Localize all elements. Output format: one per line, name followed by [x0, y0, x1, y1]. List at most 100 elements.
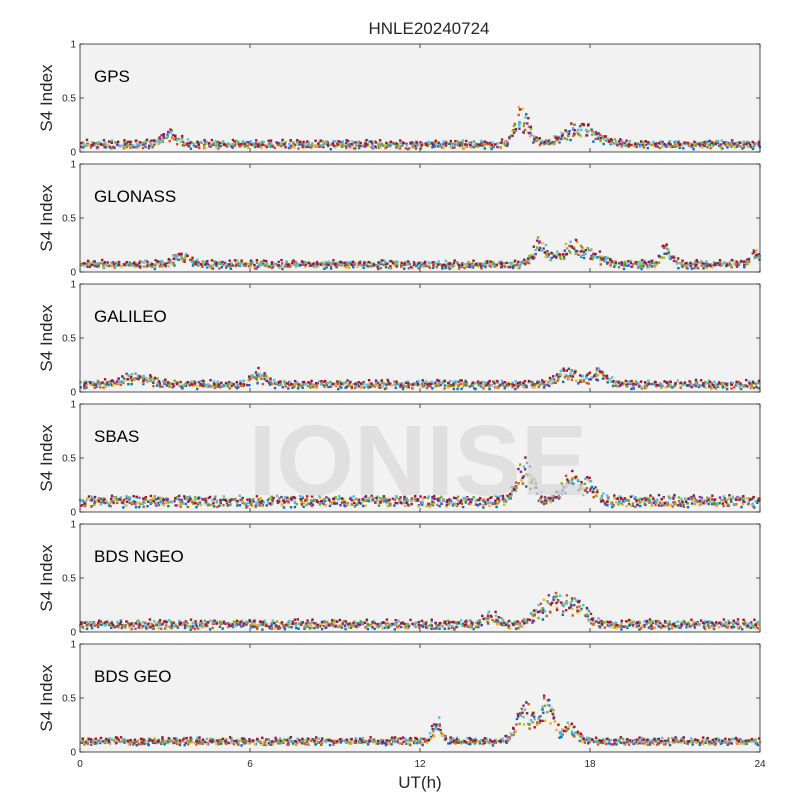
data-point [152, 381, 155, 384]
data-point [591, 129, 594, 133]
data-point [242, 624, 245, 627]
data-point [569, 605, 572, 609]
data-point [486, 620, 489, 624]
data-point [565, 482, 569, 485]
data-point [551, 377, 554, 381]
data-point [322, 145, 325, 149]
data-point [268, 383, 272, 386]
data-point [351, 383, 354, 386]
data-point [379, 142, 382, 145]
data-point [542, 608, 545, 611]
data-point [484, 384, 488, 387]
data-point [271, 145, 275, 148]
data-point [499, 146, 502, 149]
data-point [630, 504, 633, 508]
data-point [194, 623, 198, 626]
data-point [345, 260, 348, 264]
data-point [309, 386, 312, 389]
data-point [90, 263, 94, 267]
data-point [349, 626, 353, 629]
data-point [284, 145, 287, 149]
data-point [224, 499, 228, 502]
data-point [95, 500, 98, 503]
data-point [239, 382, 242, 385]
data-point [471, 266, 475, 269]
data-point [313, 626, 316, 630]
data-point [270, 624, 273, 628]
data-point [405, 501, 408, 504]
data-point [186, 254, 189, 257]
data-point [756, 255, 759, 259]
data-point [473, 144, 476, 147]
data-point [212, 263, 216, 266]
data-point [599, 139, 602, 143]
data-point [642, 143, 646, 146]
data-point [215, 501, 218, 504]
data-point [597, 132, 600, 135]
data-point [446, 499, 449, 502]
data-point [711, 502, 714, 506]
data-point [421, 625, 425, 628]
data-point [138, 265, 141, 268]
data-point [285, 263, 288, 266]
data-point [567, 132, 571, 135]
data-point [631, 621, 635, 625]
data-point [537, 380, 540, 383]
data-point [343, 624, 347, 627]
data-point [395, 265, 398, 268]
data-point [138, 263, 141, 266]
data-point [663, 502, 667, 505]
data-point [496, 502, 499, 505]
data-point [355, 384, 358, 387]
data-point [562, 369, 566, 372]
data-point [394, 383, 397, 386]
data-point [452, 387, 455, 391]
data-point [639, 264, 643, 268]
data-point [220, 384, 224, 387]
data-point [568, 130, 571, 133]
data-point [401, 382, 404, 385]
data-point [239, 144, 242, 148]
data-point [737, 496, 740, 500]
data-point [465, 497, 469, 500]
data-point [708, 380, 712, 384]
data-point [555, 601, 558, 605]
data-point [739, 387, 743, 391]
data-point [257, 498, 260, 501]
data-point [161, 385, 164, 388]
data-point [645, 500, 648, 503]
data-point [110, 626, 113, 630]
data-point [371, 499, 374, 503]
y-tick-label: 0 [70, 268, 76, 279]
data-point [104, 146, 108, 149]
data-point [310, 626, 314, 629]
data-point [236, 259, 239, 262]
data-point [346, 503, 349, 507]
data-point [320, 380, 323, 383]
data-point [368, 383, 372, 386]
data-point [491, 618, 494, 622]
data-point [723, 141, 726, 144]
data-point [165, 382, 169, 385]
data-point [590, 254, 593, 257]
data-point [713, 498, 717, 501]
data-point [501, 498, 505, 501]
data-point [381, 381, 384, 385]
data-point [403, 501, 406, 504]
data-point [440, 495, 443, 498]
data-point [716, 383, 719, 386]
data-point [194, 145, 198, 148]
data-point [102, 264, 105, 267]
data-point [591, 619, 595, 622]
data-point [319, 263, 322, 266]
data-point [413, 496, 417, 499]
data-point [372, 263, 376, 267]
data-point [487, 622, 490, 625]
data-point [535, 382, 538, 386]
data-point [247, 146, 250, 149]
data-point [243, 145, 246, 148]
data-point [526, 461, 529, 465]
data-point [356, 623, 360, 626]
data-point [298, 263, 302, 267]
data-point [617, 381, 620, 384]
